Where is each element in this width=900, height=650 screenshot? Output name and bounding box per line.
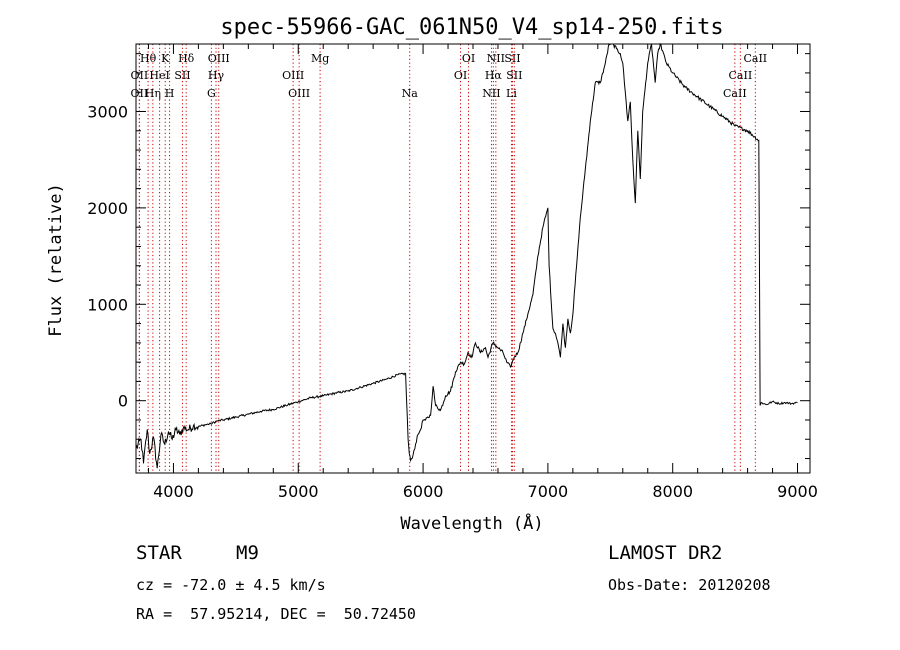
line-marker-label: CaII [723,87,747,100]
x-tick-label: 8000 [652,482,693,501]
line-marker-label: HeI [149,69,169,82]
x-tick-label: 6000 [403,482,444,501]
line-marker-label: OI [454,69,467,82]
line-marker-label: NII [482,87,500,100]
survey-label: LAMOST DR2 [608,542,723,564]
line-marker-label: H [165,87,175,100]
line-marker-label: OI [462,52,475,65]
object-class: STAR [136,542,182,564]
line-marker-label: OII [131,69,149,82]
plot-frame [135,43,811,474]
line-marker-label: OIII [288,87,310,100]
line-marker-label: Li [506,87,517,100]
line-marker-label: Hγ [208,69,225,82]
y-tick-label: 0 [118,392,128,411]
y-axis-label: Flux (relative) [46,183,66,337]
line-marker-label: SII [506,69,522,82]
x-tick-label: 7000 [528,482,569,501]
x-tick-label: 4000 [153,482,194,501]
spectrum-line [135,42,798,469]
x-tick-label: 5000 [278,482,319,501]
line-marker-label: Hδ [178,52,195,65]
line-marker-label: K [161,52,170,65]
redshift-readout: cz = -72.0 ± 4.5 km/s [136,576,326,594]
chart-title: spec-55966-GAC_061N50_V4_sp14-250.fits [220,15,723,40]
line-marker-label: OII [131,87,149,100]
object-subclass: M9 [236,542,259,564]
axes: 4000 5000 6000 7000 8000 9000 0 1000 2000 3000 [87,43,818,501]
line-marker-label: Hα [485,69,503,82]
line-marker-label: NII [487,52,505,65]
line-marker-label: SII [504,52,520,65]
line-marker-label: Hη [145,87,161,100]
line-marker-label: Mg [311,52,329,65]
y-tick-label: 3000 [87,102,128,121]
line-marker-label: CaII [729,69,753,82]
line-marker-label: OIII [282,69,304,82]
line-marker-label: SII [174,69,190,82]
x-tick-label: 9000 [777,482,818,501]
coordinates-readout: RA = 57.95214, DEC = 50.72450 [136,605,416,623]
line-marker-label: Hθ [140,52,157,65]
x-axis-label: Wavelength (Å) [400,512,543,534]
line-marker-label: G [207,87,216,100]
y-tick-label: 1000 [87,295,128,314]
line-marker-label: Na [402,87,419,100]
line-marker-label: CaII [743,52,767,65]
observation-date: Obs-Date: 20120208 [608,576,771,594]
y-tick-label: 2000 [87,199,128,218]
line-marker-label: OIII [208,52,230,65]
